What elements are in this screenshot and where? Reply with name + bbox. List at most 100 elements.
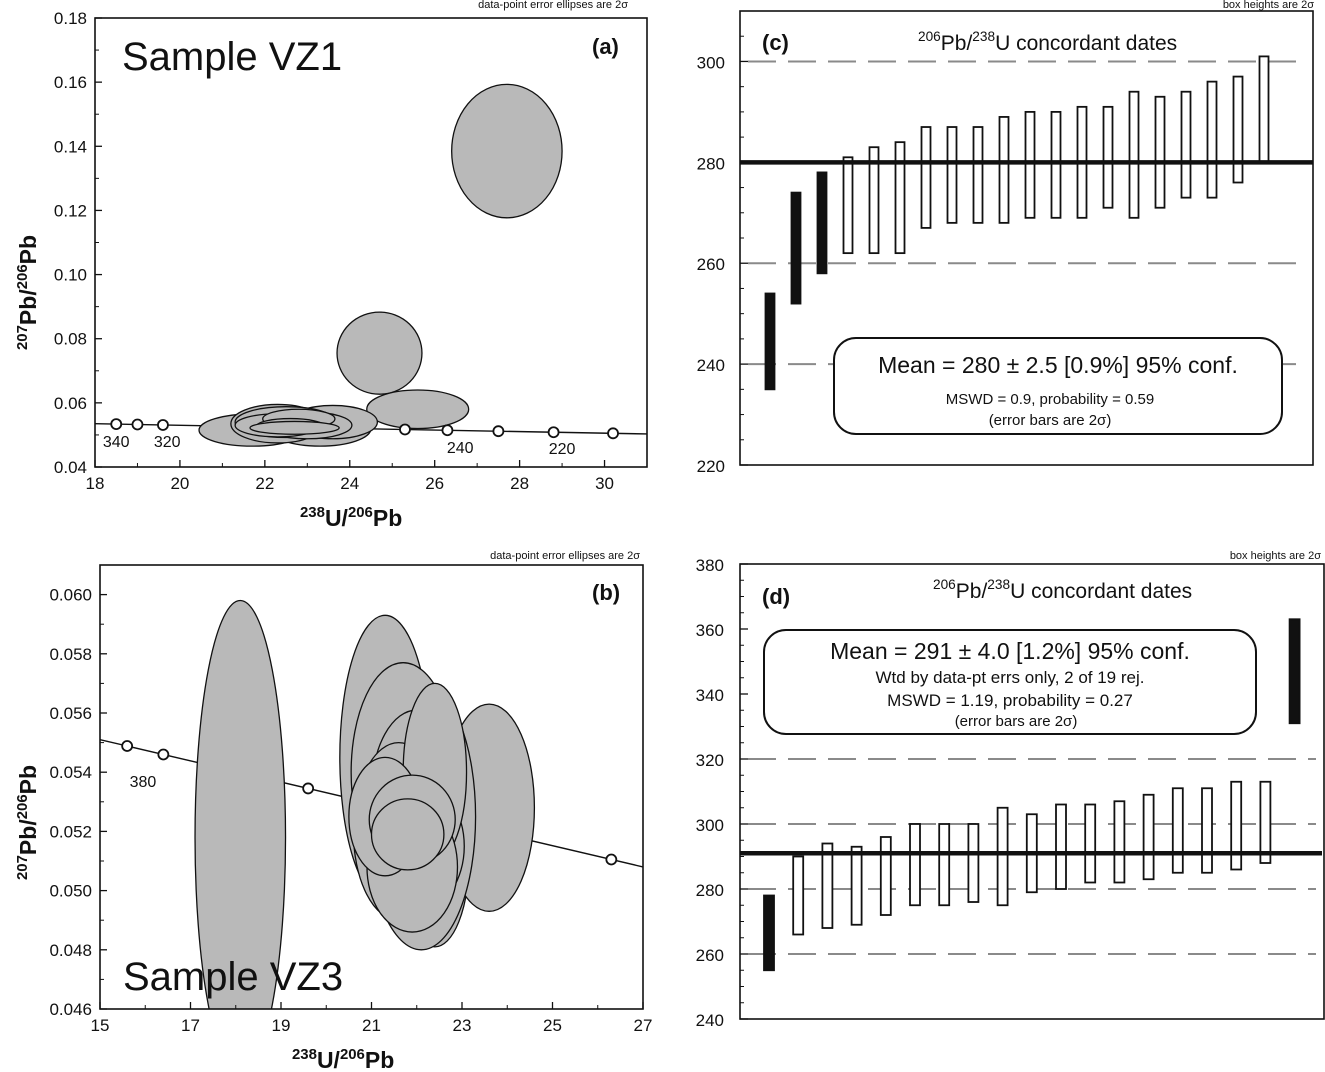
date-box (920, 126, 932, 229)
x-tick-label: 25 (543, 1016, 562, 1035)
panel-d-note: box heights are 2σ (1230, 550, 1321, 562)
panel-c-label: (c) (762, 30, 789, 55)
title-mass-238: 238 (972, 29, 995, 44)
panel-d-error-note: (error bars are 2σ) (955, 713, 1078, 730)
date-box (1180, 90, 1192, 199)
date-box (1050, 110, 1062, 219)
x-tick-label: 15 (91, 1016, 110, 1035)
panel-b-ylabel: 207Pb/206Pb (14, 765, 41, 880)
y-mass-207: 207 (14, 325, 31, 350)
date-box (938, 823, 951, 907)
concordia-age-marker-8 (607, 427, 619, 440)
date-box (1154, 95, 1166, 209)
date-box (1142, 793, 1155, 881)
y-tick-label: 0.14 (54, 137, 87, 156)
concordia-age-marker-5 (441, 424, 454, 437)
x-mass-238: 238 (292, 1046, 317, 1063)
date-box (946, 126, 958, 224)
y-tick-label: 380 (696, 556, 724, 575)
y-tick-label: 240 (697, 356, 725, 375)
error-ellipse-13 (249, 420, 340, 435)
y-tick-label: 0.054 (49, 763, 92, 782)
plot-content (100, 599, 643, 1009)
panel-a-sample-title: Sample VZ1 (122, 35, 342, 79)
rejected-date-box (1288, 618, 1301, 725)
concordia-age-marker-1 (110, 418, 123, 430)
y-tick-label: 0.050 (49, 882, 92, 901)
y-element-pb2: Pb (15, 765, 41, 794)
title-pb: Pb/ (941, 32, 973, 55)
panel-b-note: data-point error ellipses are 2σ (490, 550, 640, 562)
title-mass-238: 238 (987, 577, 1010, 592)
date-box (1259, 780, 1272, 864)
title-tail: U concordant dates (995, 32, 1177, 55)
x-element-pb: Pb (373, 505, 402, 531)
x-tick-label: 17 (181, 1016, 200, 1035)
panel-d-title: 206Pb/238U concordant dates (933, 577, 1192, 603)
error-ellipse-1 (194, 599, 287, 1009)
date-box (967, 823, 980, 903)
error-ellipse-14 (370, 798, 445, 871)
date-box (909, 823, 921, 907)
panel-b-xlabel: 238U/206Pb (292, 1046, 394, 1072)
y-tick-label: 0.046 (49, 1000, 92, 1019)
x-tick-label: 24 (340, 474, 359, 493)
date-box (821, 842, 834, 929)
panel-a: data-point error ellipses are 2σ 340 320 2… (14, 0, 648, 531)
panel-c-stats-box (833, 337, 1283, 435)
y-tick-label: 260 (697, 255, 725, 274)
date-box (1230, 780, 1243, 871)
y-tick-label: 280 (697, 154, 725, 173)
y-tick-label: 220 (697, 457, 725, 476)
concordia-age-marker-2 (131, 418, 144, 431)
x-tick-label: 21 (362, 1016, 381, 1035)
y-tick-label: 300 (696, 816, 724, 835)
y-tick-label: 0.06 (54, 394, 87, 413)
y-tick-label: 280 (696, 881, 724, 900)
error-ellipse-1 (451, 83, 563, 219)
panel-d-mean-text: Mean = 291 ± 4.0 [1.2%] 95% conf. (830, 638, 1190, 664)
date-box (972, 126, 984, 224)
concordia-age-label: 320 (154, 434, 181, 451)
concordia-age-marker-4 (399, 423, 411, 436)
y-tick-label: 360 (696, 621, 724, 640)
concordia-age-label: 340 (103, 434, 130, 451)
concordia-age-marker-4 (605, 853, 618, 866)
y-tick-label: 0.058 (49, 645, 92, 664)
y-mass-206: 206 (14, 794, 31, 819)
x-tick-label: 23 (453, 1016, 472, 1035)
panel-a-xlabel: 238U/206Pb (300, 504, 402, 531)
date-box (868, 146, 880, 255)
panel-c-mean-text: Mean = 280 ± 2.5 [0.9%] 95% conf. (878, 352, 1238, 378)
x-tick-label: 18 (86, 474, 105, 493)
error-ellipse-2 (336, 311, 423, 395)
concordia-age-label: 240 (447, 440, 474, 457)
y-tick-label: 0.08 (54, 330, 87, 349)
panel-c-title: 206Pb/238U concordant dates (918, 29, 1177, 55)
panel-b-label: (b) (592, 580, 620, 605)
title-tail: U concordant dates (1010, 580, 1192, 603)
panel-c-axes: 220 240 260 280 300 (697, 35, 748, 476)
concordia-age-label: 380 (130, 774, 157, 791)
panel-a-ylabel: 207Pb/206Pb (14, 235, 41, 350)
y-tick-label: 0.052 (49, 822, 92, 841)
date-box (1128, 90, 1140, 219)
y-element-pb2: Pb (15, 235, 41, 264)
date-box (998, 116, 1010, 224)
panel-d-weight-text: Wtd by data-pt errs only, 2 of 19 rej. (876, 668, 1145, 687)
plot-content (95, 83, 647, 447)
x-element-pb: Pb (365, 1047, 394, 1072)
concordia-age-marker-1 (121, 740, 134, 752)
y-tick-label: 0.04 (54, 458, 87, 477)
panel-a-frame (94, 17, 648, 468)
x-tick-label: 20 (170, 474, 189, 493)
panel-a-plot-area: 340 320 240 220 (95, 83, 647, 458)
date-box (894, 141, 906, 255)
concordia-age-marker-3 (302, 782, 315, 795)
date-box (1258, 55, 1270, 164)
rejected-date-box (763, 894, 775, 972)
rejected-date-box (816, 171, 828, 275)
y-tick-label: 320 (696, 751, 724, 770)
y-element-pb: Pb/ (15, 819, 41, 855)
panel-a-note: data-point error ellipses are 2σ (478, 0, 628, 11)
